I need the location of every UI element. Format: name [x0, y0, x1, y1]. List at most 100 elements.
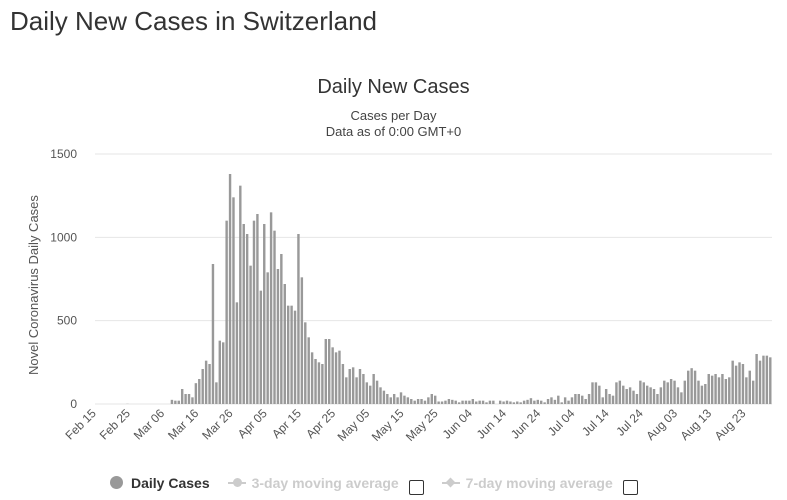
bar [645, 385, 649, 404]
bar [584, 399, 587, 404]
bar [348, 369, 351, 404]
bar [232, 197, 235, 404]
bar [693, 370, 697, 404]
bar [406, 397, 410, 404]
bar [748, 370, 751, 404]
x-tick-label: Mar 06 [131, 406, 168, 443]
bar [331, 347, 334, 404]
x-tick-label: Apr 25 [303, 406, 338, 441]
bar [731, 360, 734, 404]
legend-item-7-day-average[interactable]: 7-day moving average [441, 470, 638, 495]
bar [386, 394, 389, 404]
bar [355, 377, 358, 404]
bar [656, 394, 659, 404]
bar [286, 305, 290, 404]
bar [191, 397, 194, 404]
bar [546, 399, 550, 404]
bar [266, 272, 269, 404]
bar [307, 337, 310, 404]
bar [502, 401, 505, 404]
bar [560, 402, 563, 404]
bar [604, 389, 608, 404]
bar [235, 302, 239, 404]
bar [310, 352, 314, 404]
bar [550, 397, 553, 404]
bar [519, 402, 522, 404]
bar [290, 305, 293, 404]
bar [587, 394, 591, 404]
bar [300, 277, 304, 404]
bar [608, 394, 611, 404]
bar [539, 400, 543, 404]
bar [180, 389, 184, 404]
bar [553, 399, 557, 404]
x-tick-label: Jun 04 [440, 406, 476, 442]
checkbox-3-day-average[interactable] [408, 480, 424, 495]
bar [762, 355, 765, 404]
bar [498, 400, 502, 404]
bar [403, 395, 406, 404]
bar [225, 220, 228, 404]
bar [700, 385, 704, 404]
bar [242, 224, 245, 404]
bar [598, 385, 601, 404]
legend-item-daily-cases[interactable]: Daily Cases [110, 475, 210, 491]
legend-7-day-label: 7-day moving average [465, 474, 613, 491]
bar [365, 382, 369, 404]
bar [440, 401, 444, 404]
bar [358, 369, 362, 404]
bar [256, 214, 259, 404]
x-tick-label: Aug 03 [643, 406, 680, 443]
bar [526, 399, 529, 404]
bar [581, 395, 584, 404]
bar [659, 387, 663, 404]
bar [328, 339, 331, 404]
bar [652, 389, 656, 404]
bar [269, 212, 273, 404]
bar [283, 284, 286, 404]
bar [741, 364, 745, 404]
checkbox-7-day-average[interactable] [622, 480, 638, 495]
bar [239, 185, 242, 404]
bar [321, 364, 324, 404]
x-tick-label: Jul 14 [579, 406, 612, 439]
bar [673, 380, 676, 404]
bar [413, 400, 416, 404]
bar [577, 394, 581, 404]
bar [211, 264, 215, 404]
bar [375, 380, 379, 404]
bar [201, 369, 204, 404]
legend-3-day-label: 3-day moving average [251, 474, 399, 491]
bar [338, 350, 341, 404]
bar [563, 397, 567, 404]
bar [618, 380, 622, 404]
bar [591, 382, 594, 404]
legend-7-day-marker [441, 477, 460, 487]
bar [570, 397, 574, 404]
bar [468, 400, 471, 404]
bar [249, 265, 252, 404]
legend-item-3-day-average[interactable]: 3-day moving average [227, 470, 424, 495]
x-tick-label: May 05 [335, 406, 373, 444]
bar [392, 394, 396, 404]
bar [574, 394, 577, 404]
y-axis-label: Novel Coronavirus Daily Cases [26, 195, 41, 375]
bar [666, 382, 669, 404]
chart-subtitle-line-1: Cases per Day [350, 108, 437, 123]
bar [280, 254, 283, 404]
bar [717, 377, 721, 404]
bar [755, 354, 758, 404]
bar [245, 234, 249, 404]
bar [765, 355, 769, 404]
bar [420, 399, 423, 404]
bar [177, 400, 180, 404]
bar [509, 401, 512, 404]
bar [557, 395, 560, 404]
bar [187, 394, 191, 404]
bar [697, 380, 700, 404]
bar [734, 365, 738, 404]
bar [423, 400, 427, 404]
bar [416, 399, 420, 404]
bar [218, 340, 222, 404]
